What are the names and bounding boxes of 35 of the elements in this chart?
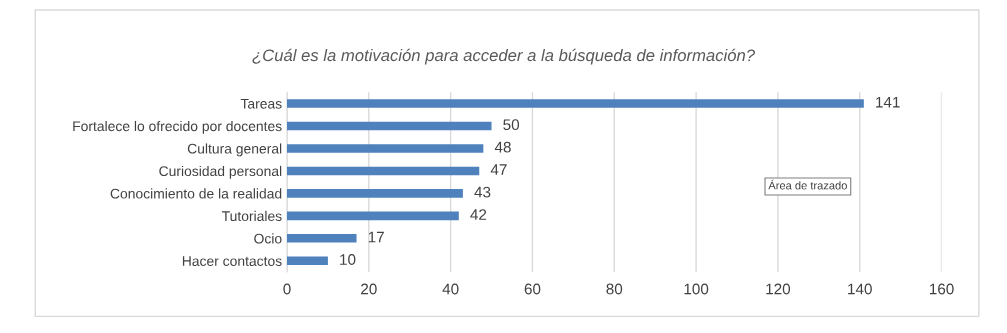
data-label: 43 bbox=[474, 186, 491, 198]
y-tick-label: Cultura general bbox=[187, 143, 282, 157]
bar bbox=[287, 166, 480, 176]
bar bbox=[287, 144, 484, 153]
bar bbox=[287, 211, 459, 221]
y-tick-label: Conocimiento de la realidad bbox=[110, 188, 282, 199]
data-label: 10 bbox=[340, 254, 356, 265]
x-tick-label: 60 bbox=[524, 283, 541, 295]
y-tick-label: Fortalece lo ofrecido por docentes bbox=[73, 120, 282, 134]
y-tick-label: Ocio bbox=[254, 233, 282, 244]
data-label: 42 bbox=[470, 209, 487, 220]
data-label: 48 bbox=[494, 141, 511, 153]
data-label: 141 bbox=[876, 96, 900, 108]
x-tick-label: 40 bbox=[442, 283, 459, 295]
annotation: Área de trazado bbox=[768, 179, 847, 190]
data-label: 47 bbox=[490, 164, 507, 175]
x-tick-label: 20 bbox=[361, 283, 377, 295]
x-tick-label: 120 bbox=[766, 283, 791, 295]
chart-title: ¿Cuál es la motivación para acceder a la búsqueda de información? bbox=[252, 48, 755, 65]
bar bbox=[287, 189, 463, 198]
data-label: 17 bbox=[368, 231, 384, 243]
x-tick-label: 100 bbox=[684, 283, 709, 295]
x-tick-label: 140 bbox=[848, 283, 872, 295]
x-tick-label: 80 bbox=[606, 283, 623, 295]
y-tick-label: Hacer contactos bbox=[182, 256, 282, 266]
data-label: 50 bbox=[503, 119, 520, 131]
x-tick-label: 160 bbox=[929, 283, 954, 295]
bar bbox=[287, 99, 864, 108]
x-tick-label: 0 bbox=[283, 283, 291, 295]
bar bbox=[287, 121, 492, 131]
y-tick-label: Tutoriales bbox=[221, 210, 282, 222]
bar bbox=[287, 256, 328, 266]
y-tick-label: Tareas bbox=[240, 98, 282, 109]
bar bbox=[287, 234, 357, 243]
y-tick-label: Curiosidad personal bbox=[159, 165, 282, 179]
